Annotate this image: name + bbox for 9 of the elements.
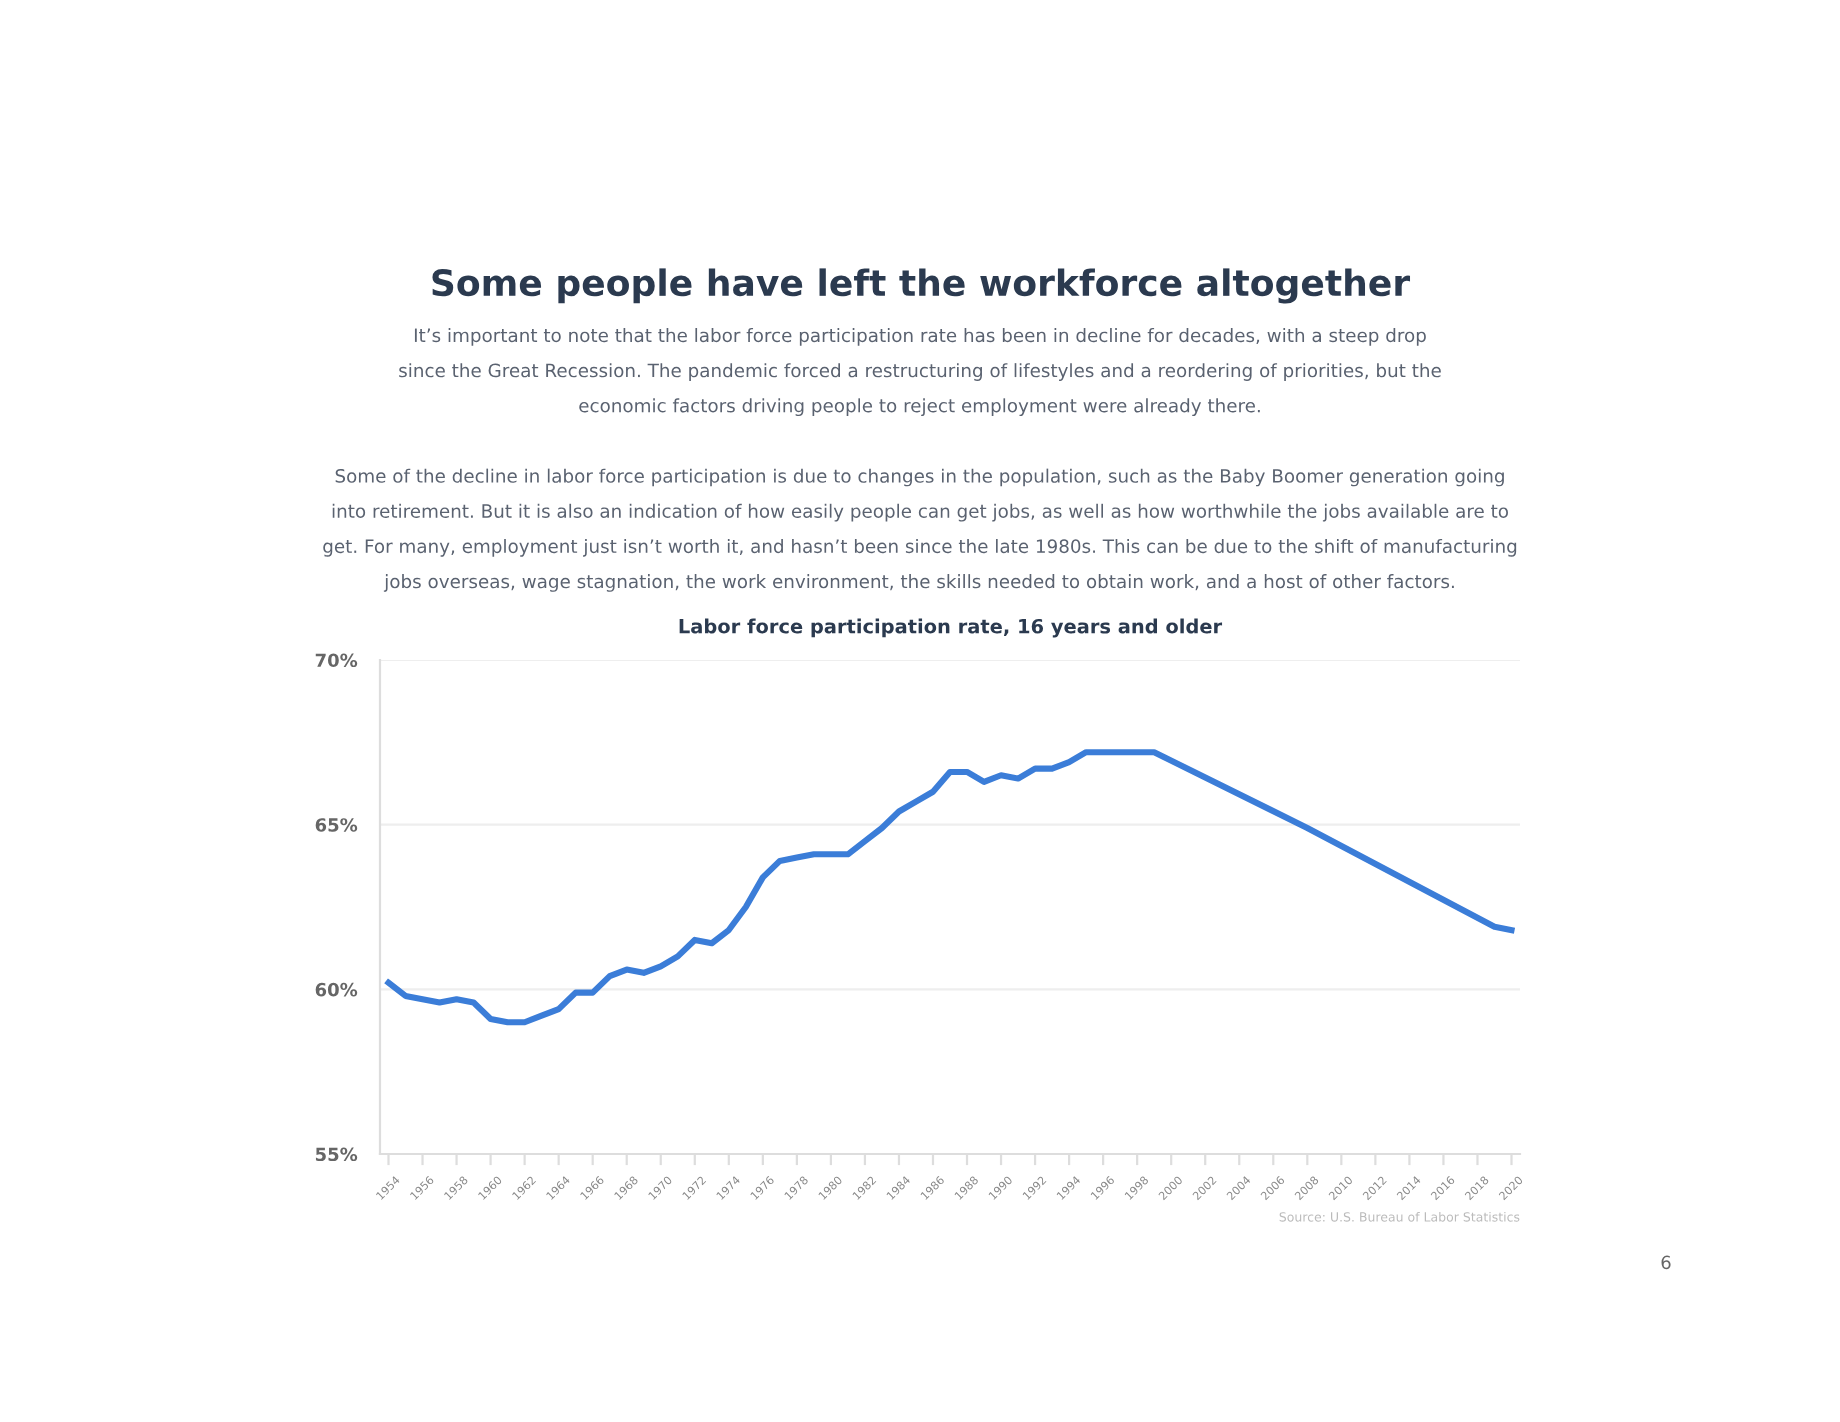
chart-title: Some people have left the workforce altogether (432, 268, 1411, 304)
y-tick-label: 65% (315, 818, 358, 832)
text: Labor force participation rate, 16 years and older (679, 618, 1223, 638)
y-tick-label: 60% (315, 982, 358, 997)
y-tick-label: 55% (315, 1147, 358, 1162)
text: 6 (1661, 1255, 1671, 1270)
y-tick-label: 70% (315, 653, 358, 668)
text: It’s important to note that the labor force participation rate has been in decline for decades, with a steep drop since the Great Recession. The pandemic forced a restructuring of lifestyles and a reordering of priorities, but the economic factors driving people to reject employment were already there. Some of the decline in labor force participation is due to changes in the population, such as the Baby Boomer generation going into retirement. But it is also an indication of how easily people can get jobs, as well as how worthwhile the jobs available are to get. For many, employment just isn’t worth it, and hasn’t been since the late 1980s. This can be due to the shift of manufacturing jobs overseas, wage stagnation, the work environment, the skills needed to obtain work, and a host of other factors. (323, 328, 1517, 592)
line-series (385, 749, 1515, 1026)
